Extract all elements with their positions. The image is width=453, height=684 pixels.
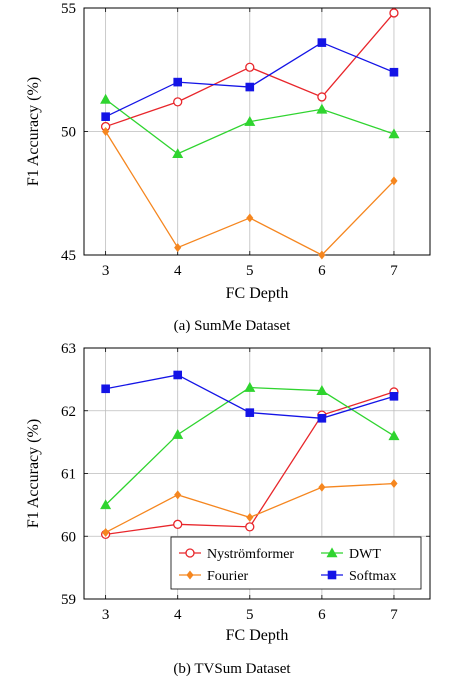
series-circle (100, 8, 399, 132)
legend-label: DWT (349, 547, 381, 562)
data-point (100, 499, 112, 510)
legend-label: Fourier (207, 569, 249, 584)
series-diamond (102, 479, 398, 537)
y-tick-label: 50 (61, 125, 76, 141)
data-point (317, 92, 327, 102)
series-triangle (100, 93, 400, 159)
series-square (101, 38, 399, 121)
x-tick-label: 4 (174, 607, 182, 623)
y-tick-label: 62 (61, 404, 76, 420)
data-point (102, 127, 110, 136)
data-point (101, 112, 110, 121)
x-tick-label: 7 (390, 607, 398, 623)
x-tick-label: 5 (246, 607, 254, 623)
data-point (174, 243, 182, 253)
chart-panel-2: 3 4 5 6 7 59 60 61 62 63 FC Depth F1 Accuracy (%) (b… (25, 341, 431, 677)
data-point (245, 408, 255, 417)
data-point (173, 370, 183, 380)
legend-entry: DWT (321, 547, 381, 562)
data-point (246, 512, 254, 522)
x-axis-label: FC Depth (226, 627, 289, 644)
data-point (101, 384, 110, 394)
data-point (102, 528, 110, 537)
data-point (245, 62, 255, 72)
series-square (101, 370, 399, 423)
y-tick-label: 60 (61, 529, 76, 545)
legend-label: Nyströmformer (207, 547, 294, 562)
legend-label: Softmax (349, 569, 396, 584)
data-point (244, 116, 256, 126)
data-point (318, 482, 326, 492)
x-tick-label: 5 (246, 263, 254, 279)
data-point (318, 250, 326, 260)
y-axis-label: F1 Accuracy (%) (25, 419, 42, 528)
x-tick-label: 7 (390, 263, 398, 279)
data-point (389, 392, 399, 401)
data-point (174, 490, 182, 500)
data-point (245, 82, 255, 92)
data-point (244, 381, 256, 392)
data-point (317, 413, 327, 423)
data-point (388, 430, 400, 441)
x-axis-label: FC Depth (226, 285, 289, 302)
grid (84, 7, 430, 256)
data-point (246, 213, 254, 223)
data-point (390, 479, 398, 489)
data-point (173, 97, 183, 107)
legend-entry: Softmax (321, 569, 396, 584)
series-triangle (100, 381, 400, 510)
legend-marker (327, 570, 337, 580)
panel-caption: (a) SumMe Dataset (174, 318, 291, 334)
legend: Nyströmformer DWT Fourier Softmax (170, 536, 422, 590)
data-point (316, 103, 328, 114)
data-point (389, 8, 399, 18)
y-tick-label: 61 (61, 467, 76, 483)
x-tick-label: 6 (318, 607, 326, 623)
data-point (317, 38, 327, 47)
legend-entry: Nyströmformer (179, 547, 294, 562)
legend-box (170, 536, 422, 590)
y-axis-label: F1 Accuracy (%) (25, 77, 42, 186)
data-point (390, 176, 398, 186)
series-diamond (102, 127, 398, 260)
data-point (173, 519, 183, 529)
y-tick-label: 63 (61, 341, 76, 357)
legend-marker (186, 570, 194, 580)
y-tick-label: 59 (61, 592, 76, 608)
data-point (173, 77, 183, 87)
y-tick-label: 55 (61, 1, 76, 17)
x-tick-label: 6 (318, 263, 326, 279)
legend-marker (185, 548, 195, 558)
data-point (245, 522, 255, 532)
data-point (389, 67, 399, 77)
data-point (388, 128, 400, 139)
x-tick-label: 4 (174, 263, 182, 279)
legend-marker (326, 547, 338, 558)
panel-caption: (b) TVSum Dataset (173, 661, 291, 677)
data-point (172, 148, 184, 159)
data-point (316, 385, 328, 395)
data-point (172, 428, 184, 439)
data-point (100, 93, 112, 104)
legend-entry: Fourier (179, 569, 249, 584)
x-tick-label: 3 (102, 607, 110, 623)
y-tick-label: 45 (61, 248, 76, 264)
x-tick-label: 3 (102, 263, 110, 279)
